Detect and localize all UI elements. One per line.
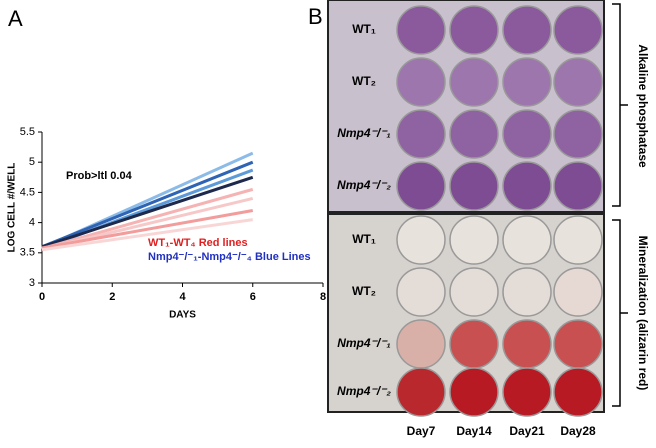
- well: [502, 57, 552, 107]
- row-label: WT₂: [352, 284, 376, 298]
- legend-text: Nmp4⁻/⁻₁-Nmp4⁻/⁻₄ Blue Lines: [148, 251, 311, 263]
- well: [396, 5, 446, 55]
- section-label: Alkaline phosphatase: [636, 44, 650, 168]
- series-line: [41, 160, 254, 249]
- well: [396, 57, 446, 107]
- well: [449, 267, 499, 317]
- legend-text: WT₁-WT₄ Red lines: [148, 237, 248, 249]
- well: [396, 161, 446, 211]
- well: [502, 109, 552, 159]
- well: [553, 109, 603, 159]
- series-line: [41, 187, 254, 251]
- y-tick-label: 5.5: [20, 126, 35, 138]
- x-tick-label: 6: [250, 291, 256, 303]
- bracket: [612, 3, 628, 407]
- well: [449, 215, 499, 265]
- column-label: Day21: [509, 424, 545, 438]
- panel-label: A: [8, 6, 23, 31]
- x-tick-label: 0: [39, 291, 45, 303]
- well: [502, 161, 552, 211]
- well: [449, 5, 499, 55]
- well: [449, 109, 499, 159]
- well: [396, 109, 446, 159]
- well: [553, 215, 603, 265]
- annotation: Prob>ltl 0.04: [66, 170, 133, 182]
- panel-label: B: [308, 4, 323, 29]
- well: [553, 57, 603, 107]
- y-tick-label: 4: [29, 217, 35, 229]
- y-tick-label: 4.5: [20, 186, 35, 198]
- well: [502, 319, 552, 369]
- row-label: WT₁: [352, 22, 376, 36]
- well: [553, 161, 603, 211]
- well: [449, 319, 499, 369]
- series-line: [41, 175, 254, 249]
- column-label: Day7: [407, 424, 436, 438]
- well: [449, 161, 499, 211]
- y-tick-label: 5: [29, 156, 35, 168]
- column-label: Day28: [560, 424, 596, 438]
- well: [396, 319, 446, 369]
- row-label: Nmp4⁻/⁻₂: [337, 178, 391, 192]
- well: [396, 267, 446, 317]
- column-label: Day14: [456, 424, 492, 438]
- x-tick-label: 2: [109, 291, 115, 303]
- x-tick-label: 4: [179, 291, 186, 303]
- series-line: [41, 209, 254, 250]
- y-axis-label: LOG CELL #/WELL: [7, 163, 18, 253]
- well: [553, 319, 603, 369]
- well: [502, 5, 552, 55]
- well: [502, 367, 552, 417]
- well: [449, 57, 499, 107]
- well: [502, 215, 552, 265]
- well: [502, 267, 552, 317]
- well: [553, 5, 603, 55]
- row-label: Nmp4⁻/⁻₂: [337, 384, 391, 398]
- well: [396, 215, 446, 265]
- well: [449, 367, 499, 417]
- row-label: WT₁: [352, 232, 376, 246]
- x-axis-label: DAYS: [169, 310, 196, 321]
- section-label: Mineralization (alizarin red): [636, 236, 650, 391]
- well: [396, 367, 446, 417]
- x-tick-label: 8: [320, 291, 326, 303]
- row-label: WT₂: [352, 74, 376, 88]
- well: [553, 367, 603, 417]
- y-tick-label: 3.5: [20, 247, 35, 259]
- y-tick-label: 3: [29, 277, 35, 289]
- row-label: Nmp4⁻/⁻₁: [337, 126, 391, 140]
- row-label: Nmp4⁻/⁻₁: [337, 336, 391, 350]
- well: [553, 267, 603, 317]
- series-line: [41, 218, 253, 252]
